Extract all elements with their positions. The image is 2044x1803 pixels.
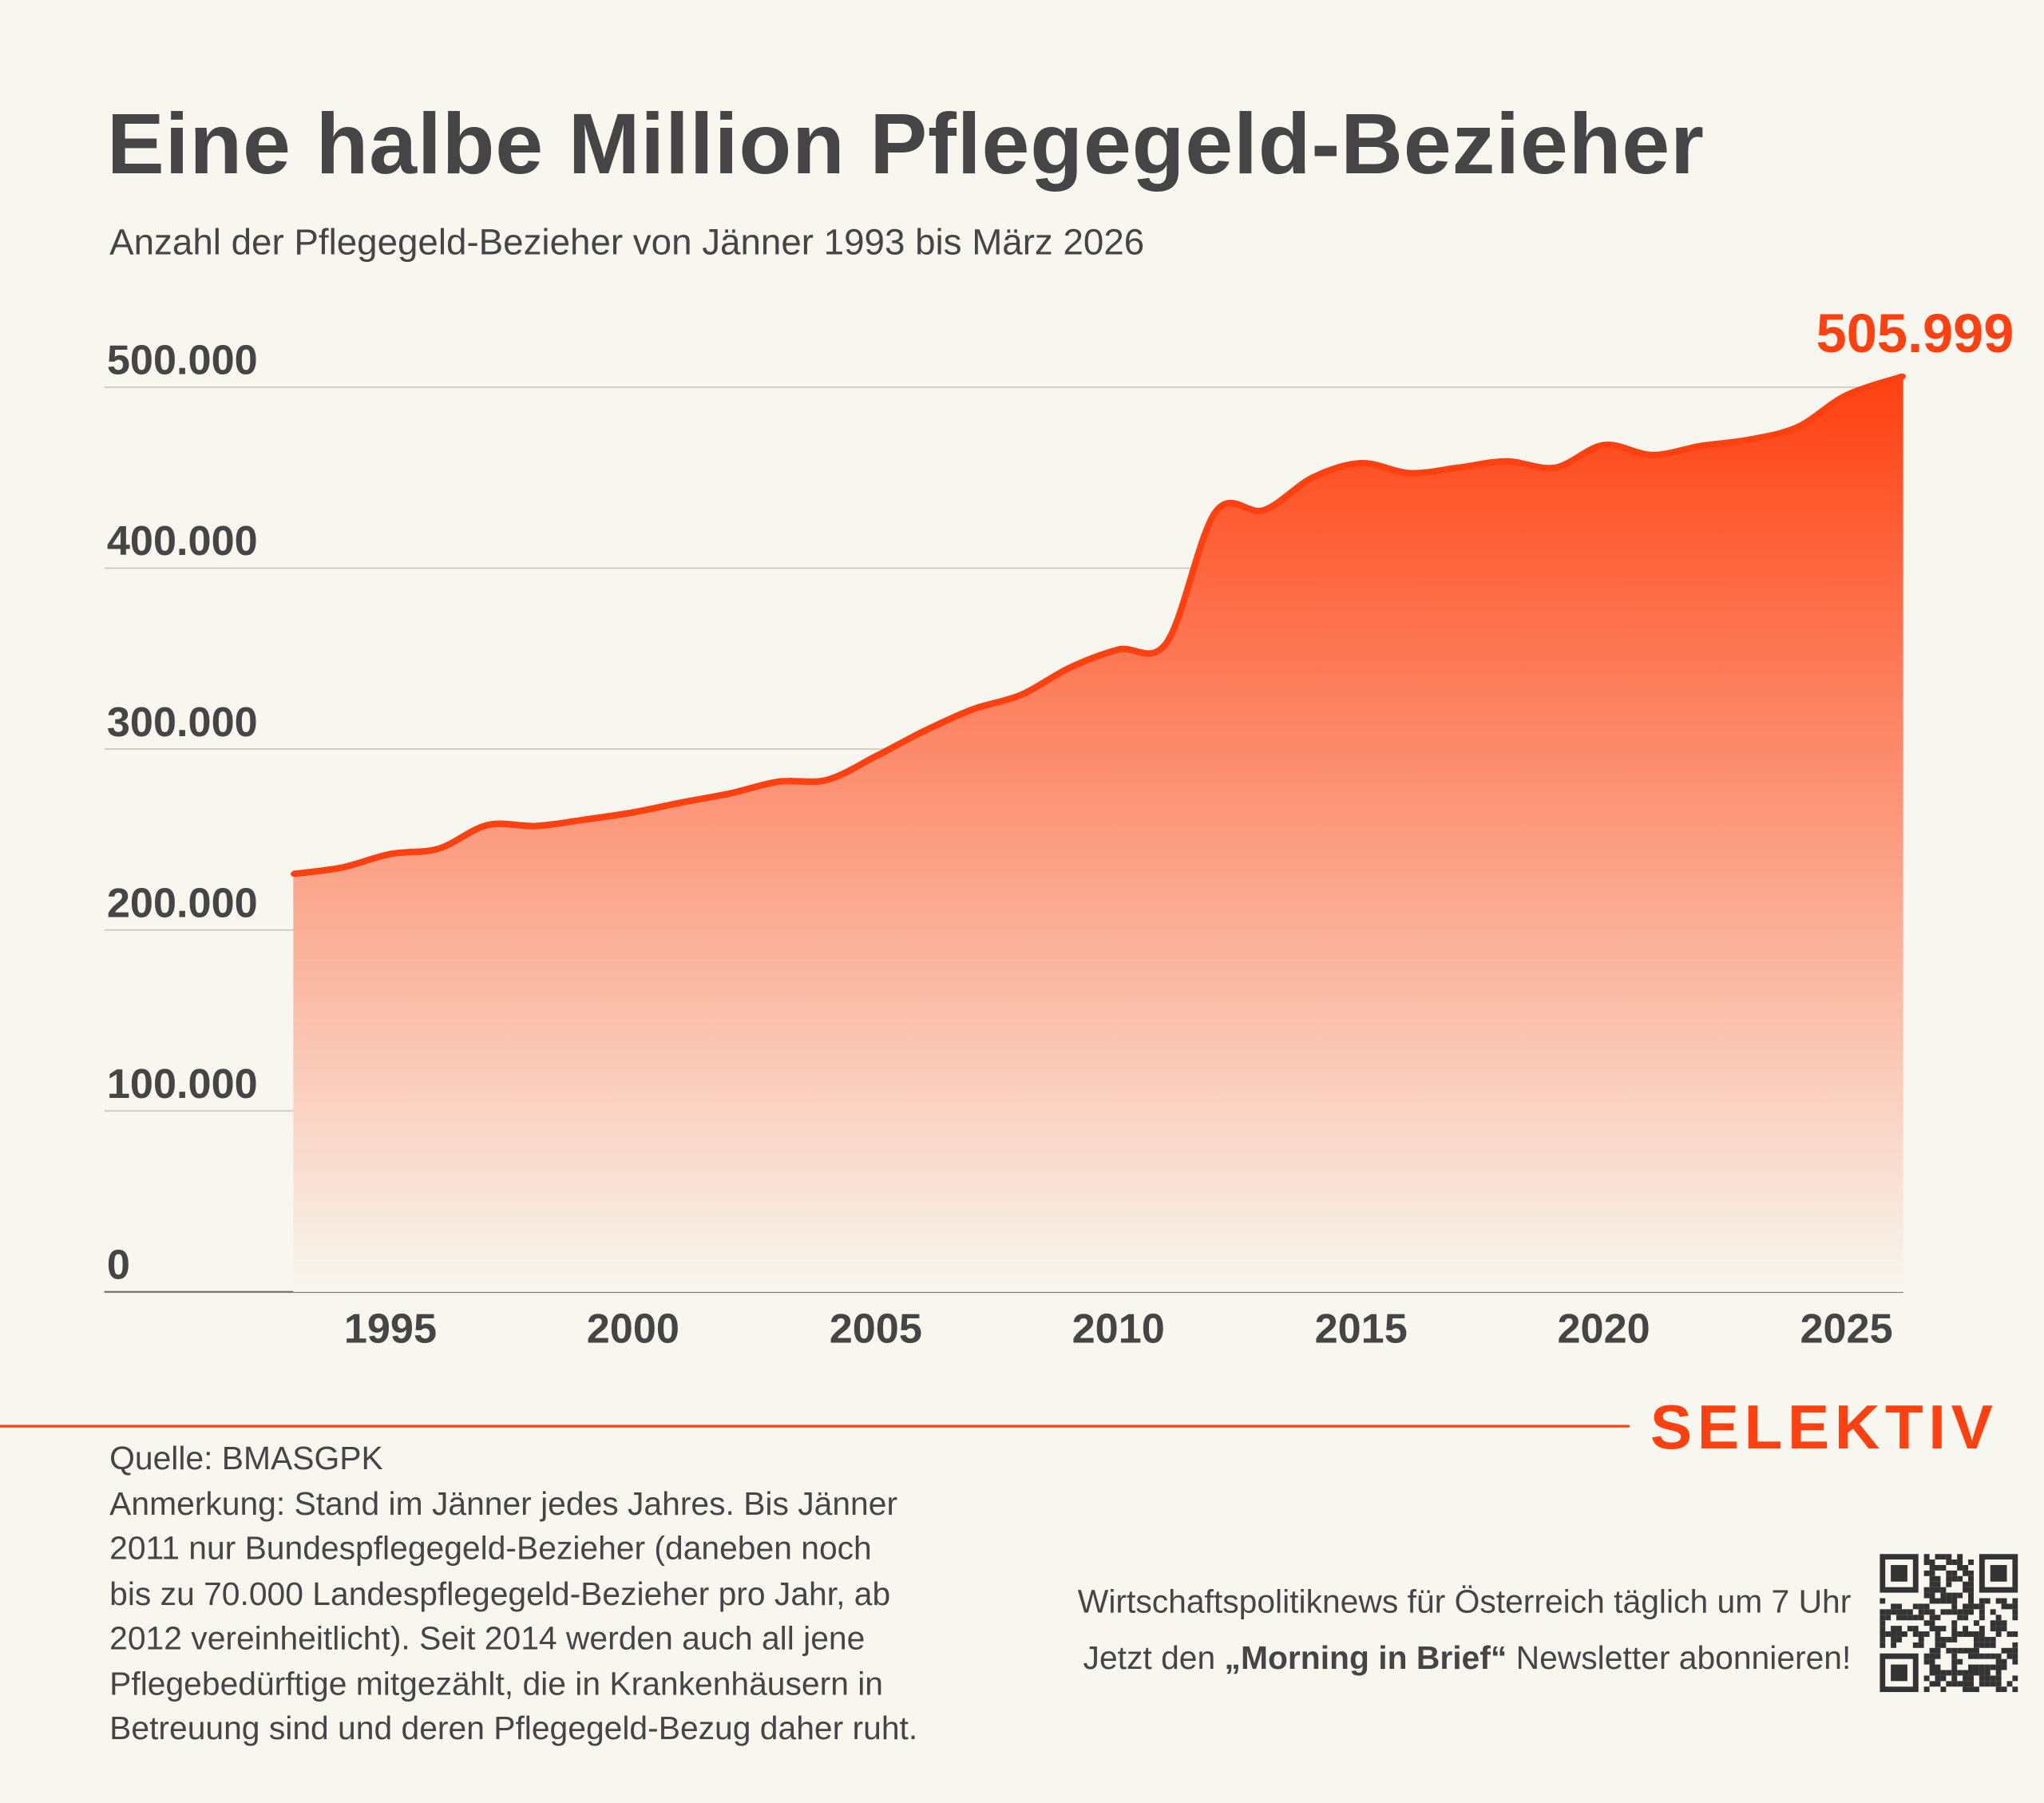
data-point	[1164, 640, 1170, 645]
data-point	[1795, 424, 1801, 430]
data-point	[873, 753, 879, 759]
x-tick-label: 2010	[1072, 1306, 1165, 1353]
page-subtitle: Anzahl der Pflegegeld-Bezieher von Jänne…	[109, 221, 1145, 263]
data-point	[1697, 443, 1704, 449]
data-point	[1213, 509, 1218, 515]
qr-code-icon[interactable]	[1880, 1554, 2018, 1693]
x-tick-label: 2015	[1315, 1306, 1408, 1353]
data-point	[824, 777, 830, 783]
promo-text: Newsletter abonnieren!	[1507, 1639, 1852, 1677]
data-point	[1067, 664, 1073, 671]
data-point	[775, 779, 782, 785]
data-point	[970, 707, 976, 712]
data-point	[1261, 507, 1267, 513]
data-point	[1844, 392, 1849, 398]
data-point	[1455, 465, 1461, 471]
promo-text: Jetzt den	[1083, 1639, 1225, 1677]
data-point	[1650, 452, 1655, 458]
data-point	[1900, 374, 1906, 379]
data-point	[1358, 460, 1364, 466]
data-point	[291, 871, 296, 877]
data-point	[485, 822, 490, 828]
x-tick-label: 2005	[830, 1306, 922, 1353]
data-point	[581, 817, 588, 822]
end-value-label: 505.999	[1816, 303, 2014, 364]
data-point	[533, 823, 539, 829]
data-point	[1601, 442, 1606, 448]
x-tick-label: 1995	[344, 1306, 437, 1353]
promo-line-2[interactable]: Jetzt den „Morning in Brief“ Newsletter …	[1078, 1631, 1852, 1686]
data-point	[1115, 647, 1121, 652]
data-point	[727, 791, 733, 796]
data-point	[1309, 474, 1316, 481]
x-tick-label: 2025	[1800, 1306, 1892, 1353]
data-point	[436, 846, 442, 852]
promo-line-1: Wirtschaftspolitiknews für Österreich tä…	[1077, 1583, 1852, 1621]
selektiv-logo: SELEKTIV	[1650, 1393, 1998, 1463]
data-point	[921, 728, 927, 734]
newsletter-name[interactable]: „Morning in Brief“	[1224, 1639, 1507, 1677]
y-tick-label: 500.000	[107, 338, 258, 384]
data-point	[1746, 437, 1753, 442]
source-text: Quelle: BMASGPK	[109, 1440, 383, 1477]
newsletter-promo: Wirtschaftspolitiknews für Österreich tä…	[1078, 1575, 1852, 1686]
annotation-text: Anmerkung: Stand im Jänner jedes Jahres.…	[109, 1485, 918, 1747]
x-tick-label: 2000	[587, 1306, 679, 1353]
y-tick-label: 0	[107, 1242, 130, 1289]
area-chart: 0 100.000 200.000 300.000 400.000 500.000 199…	[104, 303, 2014, 1353]
y-tick-label: 400.000	[107, 518, 258, 565]
footer-notes: Quelle: BMASGPK Anmerkung: Stand im Jänn…	[109, 1436, 917, 1751]
data-point	[630, 810, 636, 815]
footer-divider	[0, 1425, 1630, 1428]
data-point	[1552, 465, 1559, 471]
y-tick-label: 300.000	[107, 699, 258, 746]
x-tick-label: 2020	[1558, 1306, 1650, 1353]
page-title: Eine halbe Million Pflegegeld-Bezieher	[106, 95, 1705, 192]
y-tick-label: 200.000	[107, 880, 258, 926]
data-point	[387, 851, 394, 857]
data-point	[1503, 458, 1510, 465]
y-tick-label: 100.000	[107, 1061, 258, 1108]
area-fill	[293, 376, 1903, 1292]
data-point	[339, 865, 345, 870]
data-point	[1407, 470, 1412, 476]
data-point	[679, 799, 684, 806]
data-point	[1018, 691, 1024, 698]
